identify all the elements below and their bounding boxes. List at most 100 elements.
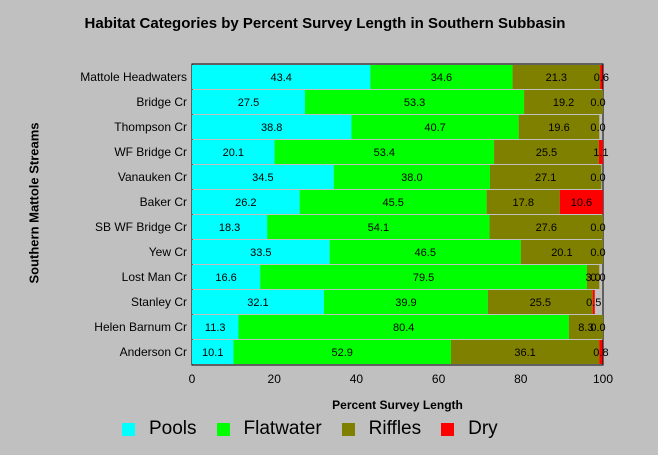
bar-segment-dry: [592, 290, 595, 314]
y-category-label: Helen Barnum Cr: [94, 320, 187, 334]
legend-item-riffles: Riffles: [341, 418, 421, 440]
bar-segment-flatwater: [233, 340, 451, 364]
data-label: 0.0: [590, 172, 605, 184]
data-label: 39.9: [395, 297, 416, 309]
data-label: 21.3: [546, 72, 567, 84]
data-label: 11.3: [205, 322, 226, 334]
bar-segment-riffles: [494, 140, 599, 164]
bar-segment-pools: [192, 190, 300, 214]
plot-area: [191, 63, 604, 366]
bar-segment-riffles: [512, 65, 601, 89]
bar-segment-pools: [192, 165, 334, 189]
data-label: 1.1: [593, 147, 608, 159]
y-category-labels: Mattole Headwaters Bridge Cr Thompson Cr WF…: [80, 70, 187, 359]
data-label: 0.0: [590, 322, 605, 334]
data-label: 0.8: [593, 347, 608, 359]
bar-segment-pools: [192, 340, 234, 364]
x-tick-label: 60: [432, 372, 446, 386]
bar-segment-pools: [192, 315, 239, 339]
legend-label: Flatwater: [243, 418, 322, 439]
y-category-label: Stanley Cr: [131, 295, 187, 309]
x-axis-label: Percent Survey Length: [332, 398, 463, 412]
data-label: 10.1: [202, 347, 223, 359]
data-label: 20.1: [551, 247, 572, 259]
data-label: 0.6: [594, 72, 609, 84]
bar-segment-riffles: [489, 165, 602, 189]
data-label: 0.0: [590, 97, 605, 109]
data-label: 80.4: [393, 322, 414, 334]
bar-segment-riffles: [586, 265, 600, 289]
data-label: 0.0: [590, 122, 605, 134]
data-label: 36.1: [514, 347, 535, 359]
y-category-label: Vanauken Cr: [118, 170, 187, 184]
bar-segment-flatwater: [351, 115, 519, 139]
data-label: 25.5: [536, 147, 557, 159]
bar-segment-riffles: [518, 115, 600, 139]
chart-title: Habitat Categories by Percent Survey Len…: [84, 15, 566, 32]
data-label: 10.6: [571, 197, 592, 209]
x-tick-label: 100: [593, 372, 613, 386]
y-category-label: Yew Cr: [149, 245, 187, 259]
data-label: 38.8: [261, 122, 282, 134]
bar-segment-dry: [599, 340, 603, 364]
bar-segment-flatwater: [370, 65, 513, 89]
x-tick-label: 80: [514, 372, 528, 386]
bar-segment-flatwater: [333, 165, 490, 189]
data-label: 33.5: [250, 247, 271, 259]
y-category-label: Bridge Cr: [136, 95, 187, 109]
bar-segment-flatwater: [267, 215, 490, 239]
bar-segment-riffles: [450, 340, 600, 364]
bar-segment-flatwater: [329, 240, 521, 264]
legend-item-dry: Dry: [441, 418, 498, 440]
y-category-label: SB WF Bridge Cr: [95, 220, 187, 234]
bar-segment-pools: [192, 140, 275, 164]
data-label: 20.1: [223, 147, 244, 159]
x-tick-label: 0: [189, 372, 196, 386]
bar-segment-flatwater: [305, 90, 525, 114]
data-label: 16.6: [215, 272, 236, 284]
data-label: 8.3: [578, 322, 593, 334]
bar-segment-flatwater: [238, 315, 569, 339]
data-label: 19.2: [553, 97, 574, 109]
data-label: 38.0: [401, 172, 422, 184]
bars-group: [192, 65, 603, 364]
data-label: 32.1: [247, 297, 268, 309]
bar-segment-riffles: [524, 90, 603, 114]
data-label: 43.4: [270, 72, 291, 84]
bar-segment-pools: [192, 240, 330, 264]
y-category-label: Lost Man Cr: [122, 270, 187, 284]
legend-swatch: [216, 422, 230, 436]
data-label: 46.5: [415, 247, 436, 259]
legend-item-pools: Pools: [122, 418, 197, 440]
bar-segment-pools: [192, 265, 261, 289]
bar-segment-flatwater: [260, 265, 587, 289]
bar-segment-pools: [192, 115, 352, 139]
bar-segment-riffles: [487, 290, 593, 314]
data-label: 3.0: [585, 272, 600, 284]
data-label: 0.5: [586, 297, 601, 309]
bar-segment-pools: [192, 65, 371, 89]
data-label: 0.0: [590, 272, 605, 284]
segment-labels-group: 43.4 34.6 21.3 0.6 27.5 53.3 19.2 0.0 38.8 40.7 19…: [202, 72, 609, 359]
y-category-label: Baker Cr: [140, 195, 187, 209]
bar-segment-riffles: [520, 240, 603, 264]
x-tick-label: 20: [268, 372, 282, 386]
legend-item-flatwater: Flatwater: [216, 418, 322, 440]
bar-segment-pools: [192, 90, 306, 114]
y-axis-label: Southern Mattole Streams: [26, 122, 42, 284]
data-label: 53.4: [374, 147, 395, 159]
data-label: 53.3: [404, 97, 425, 109]
data-label: 27.6: [536, 222, 557, 234]
data-label: 0.0: [590, 247, 605, 259]
bar-segment-flatwater: [299, 190, 487, 214]
data-label: 18.3: [219, 222, 240, 234]
data-label: 54.1: [368, 222, 389, 234]
data-label: 26.2: [235, 197, 256, 209]
legend: Pools Flatwater Riffles Dry: [122, 418, 518, 440]
data-label: 19.6: [548, 122, 569, 134]
legend-swatch: [341, 422, 355, 436]
data-label: 52.9: [332, 347, 353, 359]
data-label: 27.5: [238, 97, 259, 109]
y-category-label: WF Bridge Cr: [114, 145, 187, 159]
bar-segment-dry: [598, 140, 603, 164]
